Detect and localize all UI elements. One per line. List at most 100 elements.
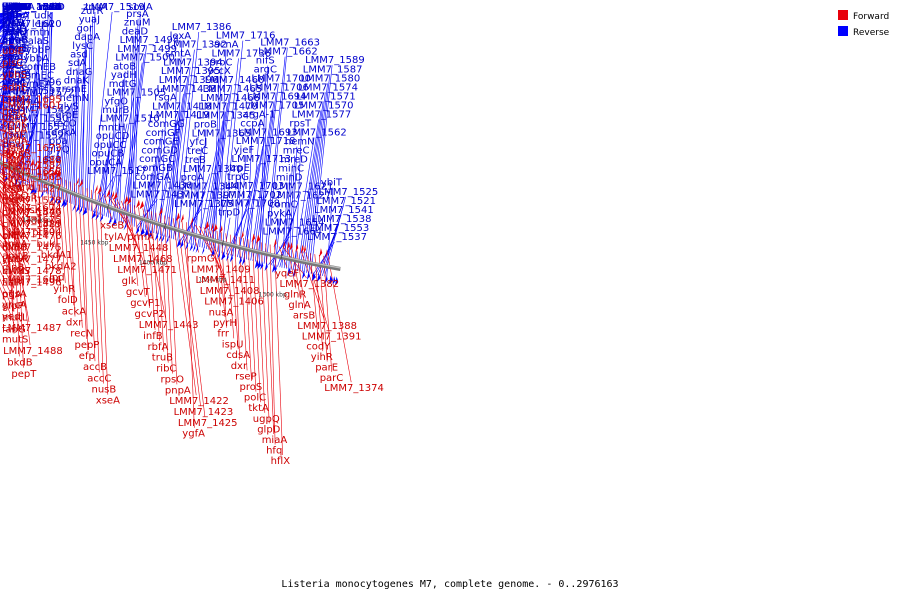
forward-gene-label: amtB — [2, 251, 29, 262]
forward-leader-line — [305, 252, 330, 331]
reverse-leader-line — [171, 58, 178, 239]
reverse-leader-line — [299, 110, 322, 272]
reverse-leader-line — [166, 76, 189, 238]
reverse-gene-label: lysC — [72, 41, 93, 52]
reverse-gene-label: ansB — [2, 2, 27, 13]
forward-gene-label: LMM7_1382 — [280, 279, 340, 290]
reverse-gene-label: trpE — [229, 163, 250, 174]
reverse-gene-label: daaA — [2, 2, 28, 13]
forward-leader-line — [0, 163, 30, 183]
reverse-gene-label: dnaE — [2, 43, 27, 54]
reverse-leader-line — [162, 93, 184, 236]
reverse-leader-line — [217, 58, 239, 252]
legend-forward-label: Forward — [853, 12, 889, 22]
forward-leader-line — [164, 215, 173, 374]
forward-leader-line — [0, 185, 30, 231]
reverse-gene-label: LMM7_1344 — [178, 182, 238, 193]
forward-leader-line — [0, 152, 15, 161]
reverse-leader-line — [4, 11, 30, 176]
reverse-gene-label: grpE — [55, 110, 78, 121]
reverse-gene-label: trxA — [2, 2, 23, 13]
reverse-gene-label: LMM7_1571 — [296, 91, 356, 102]
reverse-gene-label: asd — [70, 50, 88, 61]
reverse-gene-label: recJ — [2, 2, 21, 13]
forward-gene-label: pepT — [11, 369, 37, 380]
reverse-strand-genes — [3, 174, 339, 286]
forward-leader-line — [0, 143, 15, 150]
reverse-gene-arrow — [241, 256, 245, 266]
reverse-gene-label: aspS — [2, 103, 26, 114]
forward-leader-line — [186, 222, 195, 428]
reverse-leader-line — [73, 68, 78, 205]
reverse-gene-label: hisS — [2, 18, 23, 29]
forward-gene-arrow — [175, 212, 180, 222]
forward-gene-label: LMM7_1601 — [2, 101, 62, 112]
forward-gene-label: glnR — [284, 290, 306, 301]
reverse-gene-label: rpmA — [2, 2, 29, 13]
forward-gene-label: recN — [70, 329, 93, 340]
forward-gene-label: ftsK — [2, 197, 21, 208]
forward-gene-arrow — [6, 148, 11, 157]
reverse-leader-line — [266, 47, 288, 265]
forward-gene-label: nusA — [209, 307, 234, 318]
reverse-gene-label: comGD — [141, 145, 178, 156]
reverse-leader-line — [151, 137, 161, 233]
forward-leader-line — [142, 208, 167, 319]
reverse-leader-line — [190, 164, 198, 245]
reverse-leader-line — [221, 40, 244, 254]
reverse-gene-arrow — [226, 252, 229, 262]
forward-leader-line — [116, 199, 141, 254]
reverse-leader-line — [0, 62, 15, 78]
reverse-gene-label: mdtG — [109, 79, 137, 90]
reverse-gene-label: LMM7_1500 — [115, 53, 175, 64]
reverse-leader-line — [263, 56, 286, 264]
reverse-gene-label: rbgA — [2, 2, 26, 13]
forward-leader-line — [247, 239, 257, 392]
reverse-leader-line — [259, 74, 266, 263]
position-tick-label: 1400 kbp — [139, 259, 167, 266]
reverse-leader-line — [210, 85, 233, 251]
reverse-gene-label: LMM7_1394 — [163, 57, 223, 68]
forward-gene-arrow — [213, 223, 218, 233]
reverse-leader-line — [80, 42, 87, 208]
forward-gene-arrow — [135, 199, 140, 209]
reverse-gene-label: LMM7_1580 — [2, 2, 62, 13]
forward-gene-label: LMM7_1546 — [2, 207, 62, 218]
reverse-leader-line — [127, 36, 134, 225]
forward-leader-line — [234, 235, 240, 360]
reverse-gene-label: LMM7_1436 — [133, 181, 193, 192]
reverse-gene-arrow — [264, 262, 268, 271]
reverse-gene-label: LMM7_1521 — [316, 196, 376, 207]
reverse-gene-label: treB — [185, 155, 206, 166]
reverse-gene-arrow — [61, 198, 66, 208]
forward-gene-arrow — [300, 244, 304, 254]
forward-gene-label: LMM7_1481 — [2, 220, 62, 231]
reverse-leader-line — [297, 119, 319, 272]
reverse-gene-label: mntH — [98, 122, 126, 133]
forward-leader-line — [283, 247, 307, 279]
forward-leader-line — [0, 144, 30, 160]
forward-leader-line — [265, 243, 274, 435]
reverse-gene-label: LMM7_1662 — [258, 47, 318, 58]
forward-gene-label: miaA — [262, 435, 288, 446]
reverse-gene-label: trpA — [2, 2, 23, 13]
reverse-leader-line — [129, 27, 137, 226]
reverse-gene-label: rsgA — [154, 93, 177, 104]
reverse-gene-label: fabL — [2, 2, 24, 13]
reverse-gene-label: ysxC — [2, 78, 26, 89]
forward-gene-label: gcvP2 — [135, 309, 165, 320]
position-tick-label: 1350 kbp — [198, 277, 226, 284]
reverse-gene-label: LMM7_1505 — [107, 88, 167, 99]
reverse-gene-label: rpsU — [40, 2, 63, 13]
reverse-leader-line — [322, 205, 344, 276]
reverse-gene-label: LMM7_1553 — [310, 223, 370, 234]
reverse-gene-label: LMM7_1552 — [5, 131, 65, 142]
reverse-gene-arrow — [95, 211, 99, 221]
reverse-leader-line — [237, 164, 259, 258]
reverse-leader-line — [0, 70, 15, 110]
forward-gene-arrow — [325, 249, 328, 259]
reverse-gene-label: LMM7_1703 — [225, 181, 285, 192]
reverse-gene-label: tpx — [2, 2, 18, 13]
forward-gene-label: bkdB — [7, 357, 32, 368]
